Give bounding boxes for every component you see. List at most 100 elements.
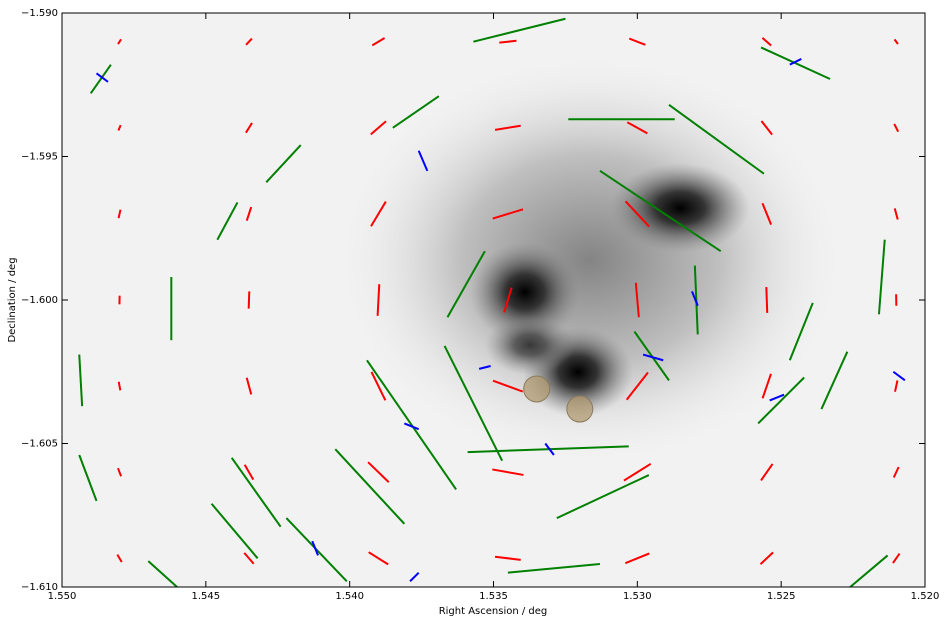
field-vector bbox=[624, 200, 650, 228]
marks bbox=[78, 17, 906, 587]
field-vector bbox=[628, 37, 646, 46]
x-tick-label: 1.540 bbox=[335, 591, 364, 602]
x-tick-label: 1.520 bbox=[911, 591, 940, 602]
segment bbox=[892, 370, 906, 382]
x-tick-label: 1.535 bbox=[479, 591, 508, 602]
field-vector bbox=[499, 39, 517, 44]
field-vector bbox=[765, 287, 769, 313]
field-vector bbox=[117, 124, 122, 131]
x-tick-label: 1.525 bbox=[767, 591, 796, 602]
y-tick-label: −1.610 bbox=[21, 582, 58, 593]
segment bbox=[265, 144, 302, 184]
field-vector bbox=[761, 202, 773, 225]
segment bbox=[230, 457, 282, 528]
y-axis-title: Declination / deg bbox=[7, 257, 18, 342]
segment bbox=[473, 17, 566, 43]
field-vector bbox=[117, 467, 123, 477]
segment bbox=[78, 454, 98, 502]
field-vector bbox=[623, 462, 652, 482]
field-vector bbox=[492, 208, 524, 220]
field-vector bbox=[892, 553, 901, 564]
segment bbox=[409, 571, 420, 582]
segment bbox=[877, 239, 886, 315]
field-vector bbox=[245, 206, 253, 222]
segment bbox=[89, 64, 112, 94]
segment bbox=[556, 474, 650, 520]
segment bbox=[757, 376, 805, 425]
field-vector bbox=[494, 555, 521, 561]
segment bbox=[760, 46, 831, 80]
field-vector bbox=[494, 124, 521, 131]
x-axis-title: Right Ascension / deg bbox=[439, 606, 548, 617]
segment bbox=[789, 58, 802, 66]
field-vector bbox=[892, 466, 900, 478]
y-tick-label: −1.600 bbox=[21, 295, 58, 306]
segment bbox=[691, 291, 699, 307]
segment bbox=[788, 302, 814, 361]
segment bbox=[392, 95, 440, 129]
field-vector bbox=[245, 377, 253, 395]
y-tick-label: −1.605 bbox=[21, 439, 58, 450]
y-tick-label: −1.590 bbox=[21, 8, 58, 19]
segment bbox=[216, 201, 239, 241]
field-vector bbox=[492, 379, 524, 393]
field-vector bbox=[761, 373, 772, 399]
field-vector bbox=[117, 209, 122, 219]
field-vector bbox=[370, 120, 387, 136]
field-vector bbox=[370, 371, 387, 401]
field-vector bbox=[367, 461, 390, 483]
field-vector bbox=[492, 468, 524, 476]
segment bbox=[467, 445, 629, 454]
segment bbox=[849, 554, 889, 587]
x-tick-label: 1.550 bbox=[48, 591, 77, 602]
segment bbox=[820, 351, 849, 410]
segment bbox=[446, 250, 486, 318]
field-vector bbox=[243, 464, 255, 481]
field-vector bbox=[376, 284, 381, 316]
segment bbox=[147, 560, 178, 587]
segment bbox=[443, 345, 504, 462]
y-tick-label: −1.595 bbox=[21, 152, 58, 163]
segment bbox=[210, 503, 259, 559]
field-vector bbox=[760, 463, 774, 482]
field-vector bbox=[893, 208, 899, 220]
field-vector bbox=[625, 371, 649, 401]
field-vector bbox=[626, 121, 648, 135]
field-vector bbox=[624, 552, 650, 565]
field-vector bbox=[243, 552, 255, 565]
segment bbox=[507, 563, 601, 574]
field-vector bbox=[759, 551, 774, 565]
source-marker bbox=[566, 395, 594, 423]
field-vector bbox=[117, 38, 122, 45]
field-vector bbox=[247, 291, 251, 309]
field-vector bbox=[371, 37, 386, 47]
segment bbox=[403, 422, 420, 431]
segment bbox=[544, 442, 555, 456]
segment bbox=[78, 354, 84, 407]
segment bbox=[769, 393, 785, 402]
field-vector bbox=[893, 38, 899, 45]
segment bbox=[417, 150, 429, 172]
field-vector bbox=[761, 37, 772, 47]
field-vector bbox=[893, 123, 900, 133]
background-image bbox=[62, 13, 925, 587]
segment bbox=[95, 72, 109, 83]
field-vector bbox=[894, 380, 899, 392]
segment bbox=[599, 170, 722, 253]
field-vector bbox=[634, 282, 640, 318]
field-vector bbox=[368, 551, 389, 566]
segment bbox=[478, 365, 491, 370]
field-vector bbox=[760, 120, 773, 136]
x-tick-label: 1.545 bbox=[192, 591, 221, 602]
segment bbox=[668, 104, 765, 175]
field-vector bbox=[117, 381, 122, 391]
field-vector bbox=[245, 122, 253, 134]
source-marker bbox=[523, 375, 551, 403]
x-tick-label: 1.530 bbox=[623, 591, 652, 602]
field-vector bbox=[116, 554, 123, 563]
segment bbox=[366, 359, 457, 490]
segment bbox=[311, 540, 319, 556]
segment bbox=[642, 353, 664, 362]
